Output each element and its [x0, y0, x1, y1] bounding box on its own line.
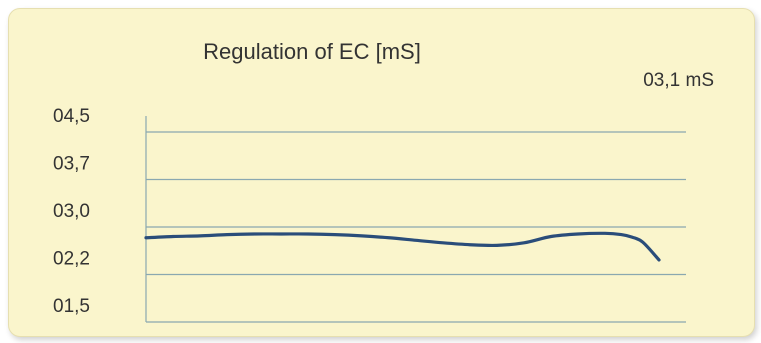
current-ec-reading: 03,1 mS — [643, 70, 714, 91]
y-tick-label: 03,0 — [53, 201, 90, 222]
y-tick-label: 01,5 — [53, 296, 90, 317]
series-layer — [144, 231, 661, 262]
y-tick-label: 02,2 — [53, 249, 90, 270]
chart-panel: Regulation of EC [mS] 03,1 mS 04,5 03,7 03… — [8, 8, 755, 337]
ec-regulation-chart: Regulation of EC [mS] 03,1 mS 04,5 03,7 03… — [53, 39, 714, 323]
axes — [145, 116, 686, 323]
ec-series-line — [144, 231, 661, 262]
y-tick-label: 03,7 — [53, 154, 90, 175]
y-tick-labels: 04,5 03,7 03,0 02,2 01,5 — [53, 106, 90, 317]
y-tick-label: 04,5 — [53, 106, 90, 127]
grid-lines — [146, 131, 686, 276]
chart-title: Regulation of EC [mS] — [203, 39, 421, 64]
